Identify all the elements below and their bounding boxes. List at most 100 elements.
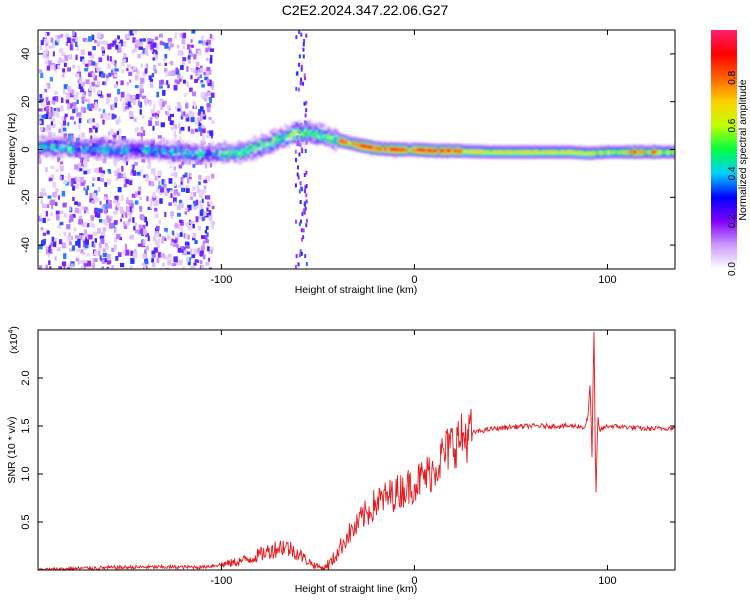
spectrogram-ridge-cell	[260, 133, 263, 136]
spectrogram-noise-cell	[298, 152, 301, 157]
spectrogram-ridge-cell	[520, 153, 524, 157]
spectrogram-ridge-cell	[420, 143, 423, 146]
spectrogram-noise-cell	[141, 51, 145, 56]
spectrogram-ridge-cell	[307, 127, 310, 131]
spectrogram-noise-cell	[178, 164, 183, 169]
spectrogram-noise-cell	[115, 177, 119, 181]
spectrogram-ridge-cell	[343, 141, 346, 144]
spectrogram-noise-cell	[144, 260, 149, 265]
spectrogram-ridge-cell	[659, 145, 663, 148]
spectrogram-ridge-cell	[566, 151, 569, 155]
spectrogram-ridge-cell	[303, 131, 307, 135]
spectrogram-noise-cell	[177, 212, 181, 217]
spectrogram-ridge-cell	[176, 156, 180, 160]
spectrogram-noise-cell	[52, 181, 57, 188]
spectrogram-noise-cell	[156, 257, 160, 263]
spectrogram-ridge-cell	[588, 154, 591, 158]
spectrogram-noise-cell	[150, 43, 154, 50]
spectrogram-noise-cell	[192, 186, 196, 191]
spectrogram-noise-cell	[168, 178, 173, 184]
spectrogram-ridge-cell	[628, 149, 631, 152]
spectrogram-noise-cell	[121, 62, 125, 67]
spectrogram-noise-cell	[124, 34, 129, 39]
spectrogram-ridge-cell	[81, 142, 84, 146]
spectrogram-ridge-cell	[163, 144, 166, 148]
spectrogram-ridge-cell	[477, 146, 480, 150]
spectrogram-ridge-cell	[458, 150, 461, 154]
spectrogram-noise-cell	[120, 218, 123, 222]
spectrogram-ridge-cell	[44, 142, 48, 146]
spectrogram-ridge-cell	[531, 147, 534, 150]
spectrogram-noise-cell	[80, 49, 86, 55]
spectrogram-ridge-cell	[373, 149, 376, 153]
spectrogram-noise-cell	[156, 187, 161, 193]
spectrogram-ridge-cell	[628, 151, 631, 155]
spectrogram-noise-cell	[100, 40, 105, 45]
spectrogram-ridge-cell	[447, 152, 451, 156]
spectrogram-ridge-cell	[444, 143, 447, 147]
spectrogram-ridge-cell	[86, 139, 89, 143]
spectrogram-noise-cell	[86, 223, 89, 228]
spectrogram-ridge-cell	[625, 153, 628, 157]
spectrogram-ridge-cell	[481, 151, 484, 154]
spectrogram-ridge-cell	[489, 145, 492, 148]
spectrogram-noise-cell	[41, 188, 46, 192]
spectrogram-ridge-cell	[156, 152, 159, 156]
spectrogram-noise-cell	[107, 179, 112, 185]
spectrogram-noise-cell	[109, 130, 114, 135]
spectrogram-noise-cell	[303, 173, 306, 178]
spectrogram-ridge-cell	[135, 151, 138, 154]
spectrogram-noise-cell	[184, 172, 188, 178]
spectrogram-ridge-cell	[632, 149, 635, 152]
spectrogram-ridge-cell	[354, 139, 357, 143]
spectrogram-ridge-cell	[611, 149, 614, 152]
spectrogram-ridge-cell	[328, 127, 331, 131]
spectrogram-ridge-cell	[571, 151, 574, 155]
spectrogram-noise-cell	[297, 175, 300, 180]
spectrogram-noise-cell	[193, 69, 197, 74]
spectrogram-noise-cell	[100, 178, 104, 182]
spectrogram-ridge-cell	[239, 154, 242, 158]
spectrogram-noise-cell	[74, 176, 77, 182]
spectrogram-ridge-cell	[175, 150, 178, 153]
spectrogram-noise-cell	[194, 259, 198, 263]
spectrogram-ridge-cell	[97, 137, 100, 140]
spectrogram-noise-cell	[153, 65, 157, 70]
spectrogram-noise-cell	[156, 110, 161, 114]
spectrogram-noise-cell	[51, 203, 54, 210]
spectrogram-noise-cell	[125, 179, 130, 185]
spectrogram-ridge-cell	[481, 146, 484, 150]
spectrogram-ridge-cell	[303, 125, 307, 128]
spectrogram-ridge-cell	[566, 149, 569, 152]
spectrogram-ridge-cell	[446, 148, 449, 151]
spectrogram-ridge-cell	[361, 149, 364, 153]
spectrogram-ridge-cell	[345, 143, 348, 147]
spectrogram-ridge-cell	[595, 152, 598, 155]
spectrogram-ridge-cell	[321, 139, 324, 142]
spectrogram-noise-cell	[301, 81, 304, 86]
spectrogram-noise-cell	[159, 267, 163, 269]
spectrogram-ridge-cell	[189, 149, 192, 153]
spectrogram-ridge-cell	[606, 147, 609, 150]
spectrogram-ridge-cell	[171, 144, 174, 147]
spectrogram-noise-cell	[40, 227, 44, 231]
spectrogram-ridge-cell	[263, 134, 267, 137]
spectrogram-ridge-cell	[77, 149, 81, 153]
spectrogram-noise-cell	[197, 247, 201, 253]
spectrogram-ridge-cell	[192, 151, 195, 155]
spectrogram-ridge-cell	[388, 153, 392, 156]
spectrogram-ridge-cell	[142, 143, 145, 147]
spectrogram-ridge-cell	[57, 154, 60, 157]
spectrogram-noise-cell	[112, 103, 115, 110]
spectrogram-ridge-cell	[336, 144, 340, 148]
spectrogram-ridge-cell	[387, 144, 390, 147]
spectrogram-noise-cell	[182, 174, 186, 178]
spectrogram-ridge-cell	[130, 156, 133, 160]
spectrogram-ridge-cell	[150, 154, 154, 158]
spectrogram-noise-cell	[198, 109, 202, 114]
spectrogram-noise-cell	[173, 189, 179, 195]
spectrogram-ridge-cell	[246, 148, 249, 151]
spectrogram-noise-cell	[104, 257, 107, 263]
spectrogram-ridge-cell	[394, 151, 397, 154]
spectrogram-ridge-cell	[321, 132, 324, 136]
